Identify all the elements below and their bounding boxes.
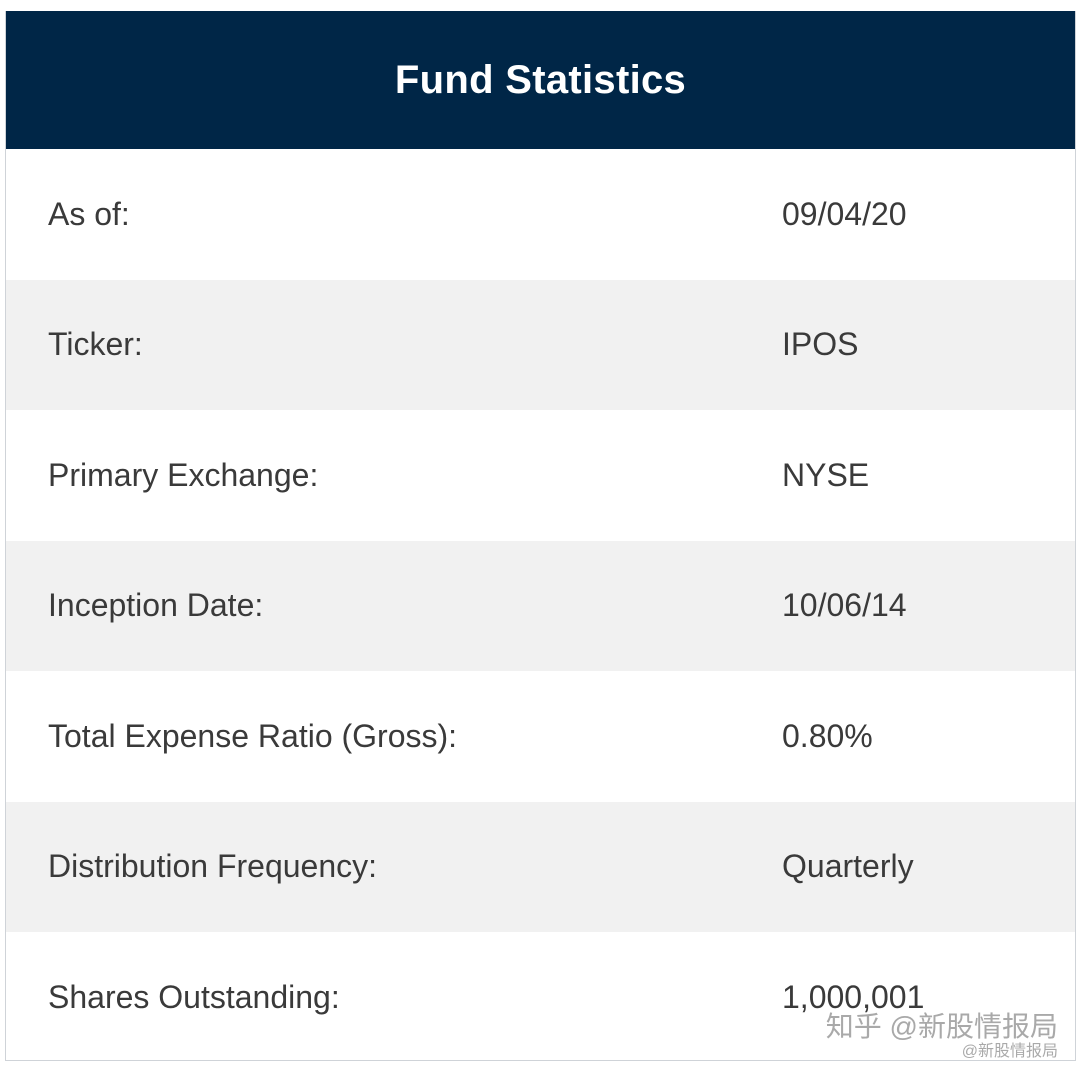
stat-label: Primary Exchange: bbox=[48, 456, 319, 493]
stat-row-as-of: As of: 09/04/20 bbox=[6, 149, 1075, 280]
stat-label: Inception Date: bbox=[48, 587, 264, 624]
stat-row-ticker: Ticker: IPOS bbox=[6, 279, 1075, 410]
stat-label: Total Expense Ratio (Gross): bbox=[48, 717, 458, 754]
fund-statistics-header: Fund Statistics bbox=[6, 11, 1075, 149]
stat-value: 0.80% bbox=[782, 717, 873, 754]
stat-value: IPOS bbox=[782, 326, 859, 363]
stat-row-inception-date: Inception Date: 10/06/14 bbox=[6, 540, 1075, 671]
stat-label: Shares Outstanding: bbox=[48, 978, 340, 1015]
stat-row-primary-exchange: Primary Exchange: NYSE bbox=[6, 410, 1075, 541]
stat-label: Ticker: bbox=[48, 326, 143, 363]
stat-label: As of: bbox=[48, 195, 130, 232]
fund-statistics-title: Fund Statistics bbox=[394, 57, 687, 102]
stat-value: Quarterly bbox=[782, 848, 914, 885]
stat-row-distribution-frequency: Distribution Frequency: Quarterly bbox=[6, 801, 1075, 932]
stat-value: 09/04/20 bbox=[782, 195, 907, 232]
stat-row-total-expense-ratio: Total Expense Ratio (Gross): 0.80% bbox=[6, 671, 1075, 802]
stat-row-shares-outstanding: Shares Outstanding: 1,000,001 bbox=[6, 932, 1075, 1060]
stat-value: 10/06/14 bbox=[782, 587, 907, 624]
stat-value: NYSE bbox=[782, 456, 870, 493]
stat-value: 1,000,001 bbox=[782, 978, 925, 1015]
fund-statistics-card: Fund Statistics As of: 09/04/20 Ticker: … bbox=[5, 11, 1076, 1061]
stat-label: Distribution Frequency: bbox=[48, 848, 378, 885]
